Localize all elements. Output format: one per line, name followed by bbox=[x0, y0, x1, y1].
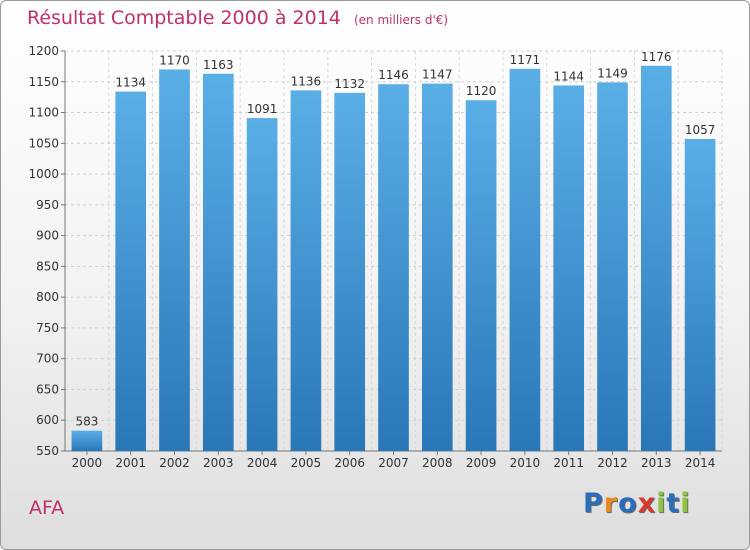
x-tick-label: 2007 bbox=[378, 456, 409, 470]
bar-2008 bbox=[421, 83, 453, 451]
x-tick-label: 2008 bbox=[422, 456, 453, 470]
x-tick-label: 2004 bbox=[247, 456, 278, 470]
data-label: 1147 bbox=[422, 68, 453, 82]
logo-letter: i bbox=[656, 488, 667, 519]
y-tick-label: 1150 bbox=[28, 75, 59, 89]
x-tick-label: 2003 bbox=[203, 456, 234, 470]
y-tick-label: 750 bbox=[36, 321, 59, 335]
bars bbox=[71, 65, 716, 452]
bar-2001 bbox=[115, 91, 147, 451]
logo-letter: x bbox=[637, 488, 657, 519]
y-tick-label: 550 bbox=[36, 444, 59, 458]
y-tick-label: 650 bbox=[36, 382, 59, 396]
x-tick-label: 2001 bbox=[115, 456, 146, 470]
data-label: 1176 bbox=[641, 50, 672, 64]
logo-letter: t bbox=[666, 488, 681, 519]
y-tick-label: 1050 bbox=[28, 136, 59, 150]
bar-2002 bbox=[159, 69, 190, 451]
data-label: 1149 bbox=[597, 66, 628, 80]
x-tick-label: 2006 bbox=[334, 456, 365, 470]
commune-name: AFA bbox=[29, 497, 65, 519]
data-label: 1170 bbox=[159, 53, 190, 67]
data-label: 1134 bbox=[115, 76, 146, 90]
x-tick-label: 2013 bbox=[641, 456, 672, 470]
x-tick-label: 2011 bbox=[553, 456, 584, 470]
data-label: 1171 bbox=[510, 53, 541, 67]
data-label: 1144 bbox=[553, 69, 584, 83]
data-labels: 583 1134 1170 1163 1091 1136 1132 1146 1147 1120 1… bbox=[75, 50, 715, 429]
bar-2010 bbox=[509, 68, 541, 451]
bar-2009 bbox=[465, 100, 497, 451]
data-label: 583 bbox=[75, 415, 98, 429]
chart-unit-text: (en milliers d'€) bbox=[353, 13, 449, 27]
bar-2011 bbox=[553, 85, 585, 451]
y-tick-label: 600 bbox=[36, 413, 59, 427]
y-tick-label: 900 bbox=[36, 229, 59, 243]
bar-2003 bbox=[202, 73, 234, 452]
x-tick-label: 2012 bbox=[597, 456, 628, 470]
data-label: 1146 bbox=[378, 68, 409, 82]
bar-2006 bbox=[334, 92, 366, 451]
bar-2005 bbox=[290, 90, 322, 451]
chart-title: Résultat Comptable 2000 à 2014 (en milli… bbox=[27, 7, 448, 29]
logo-letter: o bbox=[618, 488, 638, 519]
bar-2004 bbox=[246, 118, 278, 452]
data-label: 1057 bbox=[685, 123, 716, 137]
x-tick-label: 2009 bbox=[466, 456, 497, 470]
data-label: 1091 bbox=[247, 102, 278, 116]
x-tick-label: 2000 bbox=[72, 456, 103, 470]
data-label: 1120 bbox=[466, 84, 497, 98]
data-label: 1132 bbox=[334, 77, 365, 91]
logo-letter: i bbox=[680, 488, 691, 519]
x-tick-label: 2010 bbox=[510, 456, 541, 470]
logo-letter: P bbox=[583, 488, 604, 519]
y-tick-label: 1200 bbox=[28, 44, 59, 58]
chart-title-text: Résultat Comptable 2000 à 2014 bbox=[27, 7, 341, 29]
y-tick-label: 1100 bbox=[28, 106, 59, 120]
x-tick-label: 2005 bbox=[291, 456, 322, 470]
bar-2000 bbox=[71, 430, 103, 451]
y-tick-label: 1000 bbox=[28, 167, 59, 181]
bar-2012 bbox=[597, 82, 628, 451]
x-tick-label: 2002 bbox=[159, 456, 190, 470]
y-tick-label: 700 bbox=[36, 352, 59, 366]
bar-2013 bbox=[640, 65, 672, 452]
proxiti-logo: Proxiti bbox=[583, 488, 691, 519]
bar-2014 bbox=[684, 139, 716, 451]
logo-letter: r bbox=[603, 488, 619, 519]
bar-2007 bbox=[378, 84, 409, 451]
axes: 550 600 650 700 750 800 850 900 950 1000 1050 1100 1… bbox=[28, 44, 722, 470]
x-tick-label: 2014 bbox=[685, 456, 716, 470]
y-tick-label: 950 bbox=[36, 198, 59, 212]
y-tick-label: 800 bbox=[36, 290, 59, 304]
y-tick-label: 850 bbox=[36, 259, 59, 273]
data-label: 1163 bbox=[203, 58, 234, 72]
data-label: 1136 bbox=[291, 74, 322, 88]
